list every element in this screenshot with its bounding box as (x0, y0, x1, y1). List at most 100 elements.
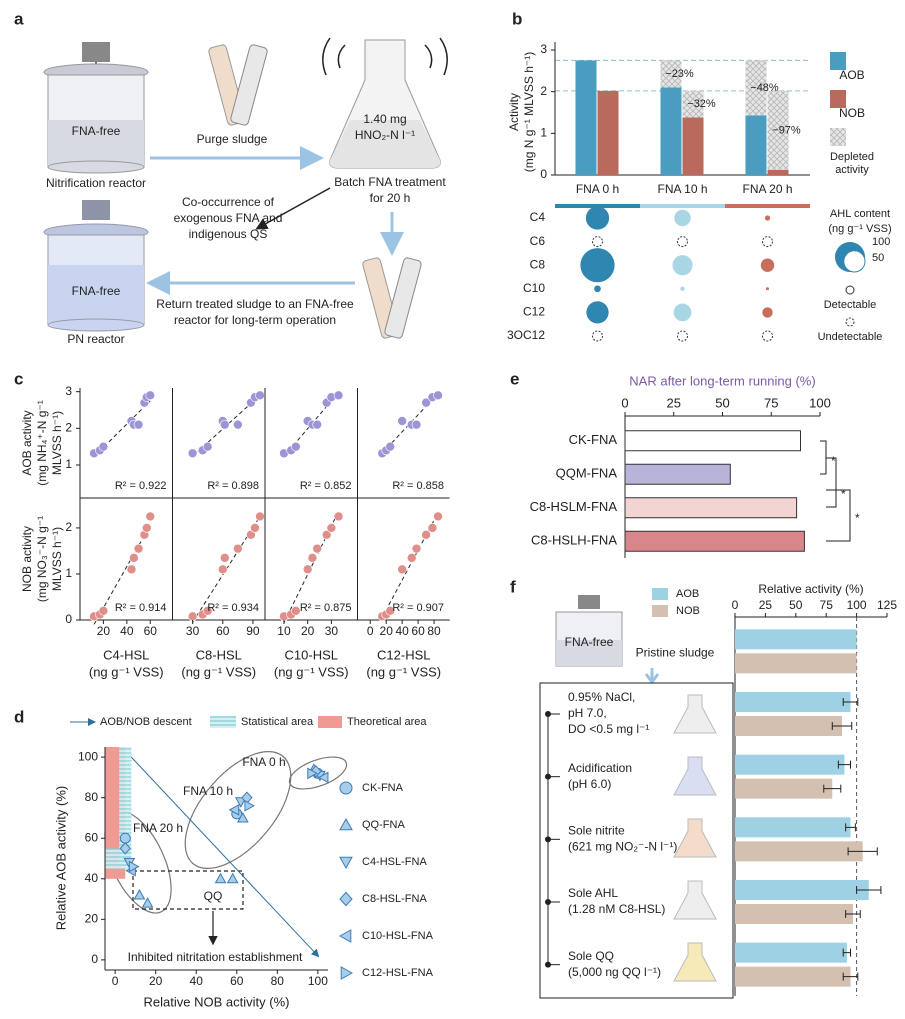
cluster-ellipse (184, 750, 292, 870)
category-label: Acidification (568, 761, 632, 775)
bar (735, 692, 851, 712)
point (310, 765, 322, 778)
x-tick-label: 40 (120, 624, 134, 638)
x-tick-label: 100 (847, 598, 867, 612)
point (214, 872, 227, 884)
qq-box (132, 870, 244, 910)
x-tick-label: 20 (97, 624, 111, 638)
x-tick-label: 30 (186, 624, 200, 638)
y-axis-label: Relative AOB activity (%) (53, 786, 68, 931)
step-label: Co-occurrence of (182, 195, 275, 209)
error-bar (845, 910, 861, 918)
point (291, 605, 301, 616)
reactor-label: FNA-free (72, 284, 121, 298)
bar (735, 817, 851, 838)
r-squared: R² = 0.852 (300, 480, 352, 492)
bar (735, 841, 863, 862)
legend-label: NOB (839, 106, 865, 120)
point (433, 511, 443, 522)
y-tick-label: 1 (65, 566, 72, 580)
x-tick-label: 75 (764, 395, 778, 410)
point (133, 543, 144, 554)
x-tick-label: 50 (715, 395, 729, 410)
point (312, 419, 322, 430)
y-axis-label: Activity (507, 93, 521, 131)
condition-box (539, 682, 734, 999)
chart-title: Relative activity (%) (758, 582, 863, 596)
category-label: Sole nitrite (568, 824, 625, 838)
legend-swatch (652, 605, 668, 617)
point (321, 530, 332, 540)
bubble (672, 255, 693, 276)
point (141, 897, 154, 908)
x-tick-label: 20 (380, 624, 394, 638)
bubble (585, 206, 610, 230)
reactor-label: FNA-free (72, 124, 121, 138)
x-tick-label: 60 (230, 974, 244, 988)
bubble (674, 209, 691, 227)
bar (660, 87, 682, 175)
x-tick-label: 40 (190, 974, 204, 988)
point (217, 564, 228, 575)
motor (82, 42, 110, 62)
panel-label: a (14, 9, 24, 28)
step-label: Return treated sludge to an FNA-free (156, 297, 354, 311)
point (187, 448, 198, 459)
x-tick-label: 20 (149, 974, 163, 988)
point (250, 523, 260, 533)
descent-arrow (130, 756, 320, 958)
bar (624, 463, 731, 485)
bubble (580, 248, 615, 283)
legend-label: C10-HSL-FNA (362, 930, 434, 942)
y-tick-label: 2 (65, 421, 72, 435)
x-tick-label: 30 (325, 624, 339, 638)
x-tick-label: FNA 0 h (576, 182, 619, 196)
bracket (826, 457, 837, 508)
point (427, 523, 438, 533)
point (219, 553, 230, 563)
legend-label: C12-HSL-FNA (362, 967, 434, 979)
motor (82, 200, 110, 220)
reactor-liquid (48, 265, 144, 325)
error-bar (845, 823, 856, 832)
error-bar (842, 698, 859, 706)
panel-label: c (14, 369, 23, 388)
legend-swatch (318, 716, 342, 728)
point (141, 523, 152, 533)
x-axis-label: (ng g⁻¹ VSS) (366, 664, 441, 679)
bubble (766, 287, 769, 291)
point (233, 419, 243, 430)
y-axis-label: NOB activity (20, 526, 34, 592)
bubble (594, 285, 601, 293)
x-tick-label: 40 (395, 624, 409, 638)
point (421, 530, 431, 540)
y-tick-label: 0 (91, 952, 98, 966)
bar (735, 653, 857, 674)
y-tick-label: QQM-FNA (556, 466, 618, 481)
x-tick-label: 0 (367, 624, 374, 638)
size-legend-bubble (843, 250, 866, 273)
reactor-base (47, 318, 145, 332)
bar (624, 530, 805, 552)
legend-marker (845, 317, 855, 327)
x-axis-label: (ng g⁻¹ VSS) (274, 664, 349, 679)
bar (735, 754, 845, 775)
size-legend-label: 50 (872, 252, 884, 264)
point (433, 390, 443, 401)
error-bar (837, 760, 852, 769)
x-tick-label: 60 (411, 624, 425, 638)
diagram-f (539, 595, 734, 999)
y-tick-label: 2 (540, 84, 547, 98)
point (411, 419, 422, 430)
bar (735, 904, 853, 924)
y-axis-label: (mg NH₄⁺-N g⁻¹ (35, 400, 49, 486)
category-label: (pH 6.0) (568, 777, 611, 791)
reactor-caption: Nitrification reactor (46, 176, 146, 190)
reactor-liquid (556, 640, 622, 666)
point (333, 390, 344, 401)
legend-label: Theoretical area (347, 716, 427, 728)
point (233, 543, 243, 554)
point (312, 543, 322, 554)
point (133, 888, 146, 900)
x-tick-label: 90 (246, 624, 260, 638)
